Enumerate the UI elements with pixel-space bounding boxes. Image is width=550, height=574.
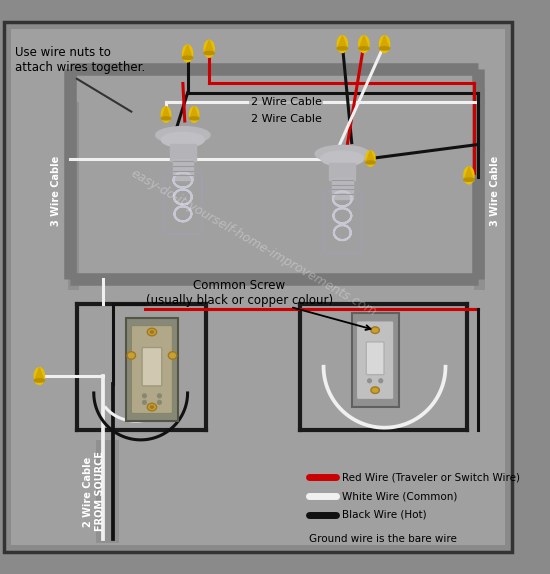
Ellipse shape: [371, 327, 380, 333]
Circle shape: [142, 394, 146, 398]
Circle shape: [142, 401, 146, 404]
Text: 3 Wire Cable: 3 Wire Cable: [51, 156, 61, 227]
Ellipse shape: [127, 352, 135, 359]
Ellipse shape: [371, 387, 380, 393]
Bar: [173, 160, 193, 180]
Bar: [96, 440, 119, 543]
Bar: [351, 313, 399, 407]
FancyBboxPatch shape: [142, 347, 162, 386]
Ellipse shape: [150, 405, 155, 409]
Text: 2 Wire Cable
FROM SOURCE: 2 Wire Cable FROM SOURCE: [83, 452, 104, 532]
Text: easy-do-it-yourself-home-improvements.com: easy-do-it-yourself-home-improvements.co…: [128, 167, 378, 319]
Polygon shape: [359, 36, 369, 50]
Text: Common Screw
(usually black or copper colour): Common Screw (usually black or copper co…: [146, 279, 371, 330]
Text: Ground wire is the bare wire: Ground wire is the bare wire: [310, 534, 458, 544]
Circle shape: [379, 379, 383, 383]
Ellipse shape: [366, 161, 375, 164]
Ellipse shape: [204, 52, 214, 55]
Polygon shape: [183, 45, 192, 59]
Text: 2 Wire Cable: 2 Wire Cable: [251, 97, 322, 107]
Ellipse shape: [147, 328, 157, 336]
FancyBboxPatch shape: [131, 325, 173, 414]
Ellipse shape: [464, 167, 474, 184]
Ellipse shape: [366, 151, 375, 166]
Ellipse shape: [190, 107, 199, 122]
Text: Red Wire (Traveler or Switch Wire): Red Wire (Traveler or Switch Wire): [342, 472, 520, 482]
Ellipse shape: [337, 36, 348, 53]
Ellipse shape: [204, 40, 214, 57]
Bar: [474, 88, 485, 290]
Polygon shape: [190, 107, 199, 119]
Ellipse shape: [379, 47, 389, 50]
Ellipse shape: [190, 117, 199, 120]
Circle shape: [157, 401, 161, 404]
Ellipse shape: [315, 145, 370, 162]
Polygon shape: [464, 167, 474, 181]
Ellipse shape: [161, 107, 170, 122]
Circle shape: [367, 379, 371, 383]
Bar: [329, 163, 355, 180]
Bar: [68, 102, 79, 290]
Ellipse shape: [147, 404, 157, 411]
Ellipse shape: [337, 47, 348, 50]
Polygon shape: [379, 36, 389, 50]
Bar: [170, 145, 196, 161]
Text: Use wire nuts to
attach wires together.: Use wire nuts to attach wires together.: [15, 46, 145, 74]
Polygon shape: [161, 107, 170, 119]
Ellipse shape: [161, 117, 170, 120]
Ellipse shape: [168, 352, 177, 359]
Ellipse shape: [464, 178, 474, 181]
Ellipse shape: [156, 127, 210, 144]
Text: White Wire (Common): White Wire (Common): [342, 491, 458, 501]
Bar: [332, 178, 353, 199]
Ellipse shape: [321, 151, 364, 166]
Circle shape: [157, 394, 161, 398]
Ellipse shape: [379, 36, 389, 53]
Ellipse shape: [161, 132, 205, 148]
Bar: [125, 318, 178, 421]
Polygon shape: [366, 151, 375, 164]
Polygon shape: [337, 36, 348, 50]
Ellipse shape: [150, 330, 155, 334]
FancyBboxPatch shape: [356, 321, 394, 400]
Ellipse shape: [183, 45, 192, 62]
Text: 2 Wire Cable: 2 Wire Cable: [251, 114, 322, 124]
Polygon shape: [204, 40, 214, 55]
Text: 3 Wire Cable: 3 Wire Cable: [490, 156, 500, 227]
Text: Black Wire (Hot): Black Wire (Hot): [342, 510, 427, 520]
Polygon shape: [34, 368, 45, 382]
Ellipse shape: [183, 56, 192, 59]
Ellipse shape: [34, 379, 45, 382]
Ellipse shape: [359, 36, 369, 53]
Ellipse shape: [34, 368, 45, 385]
FancyBboxPatch shape: [366, 342, 384, 375]
Ellipse shape: [359, 47, 369, 50]
